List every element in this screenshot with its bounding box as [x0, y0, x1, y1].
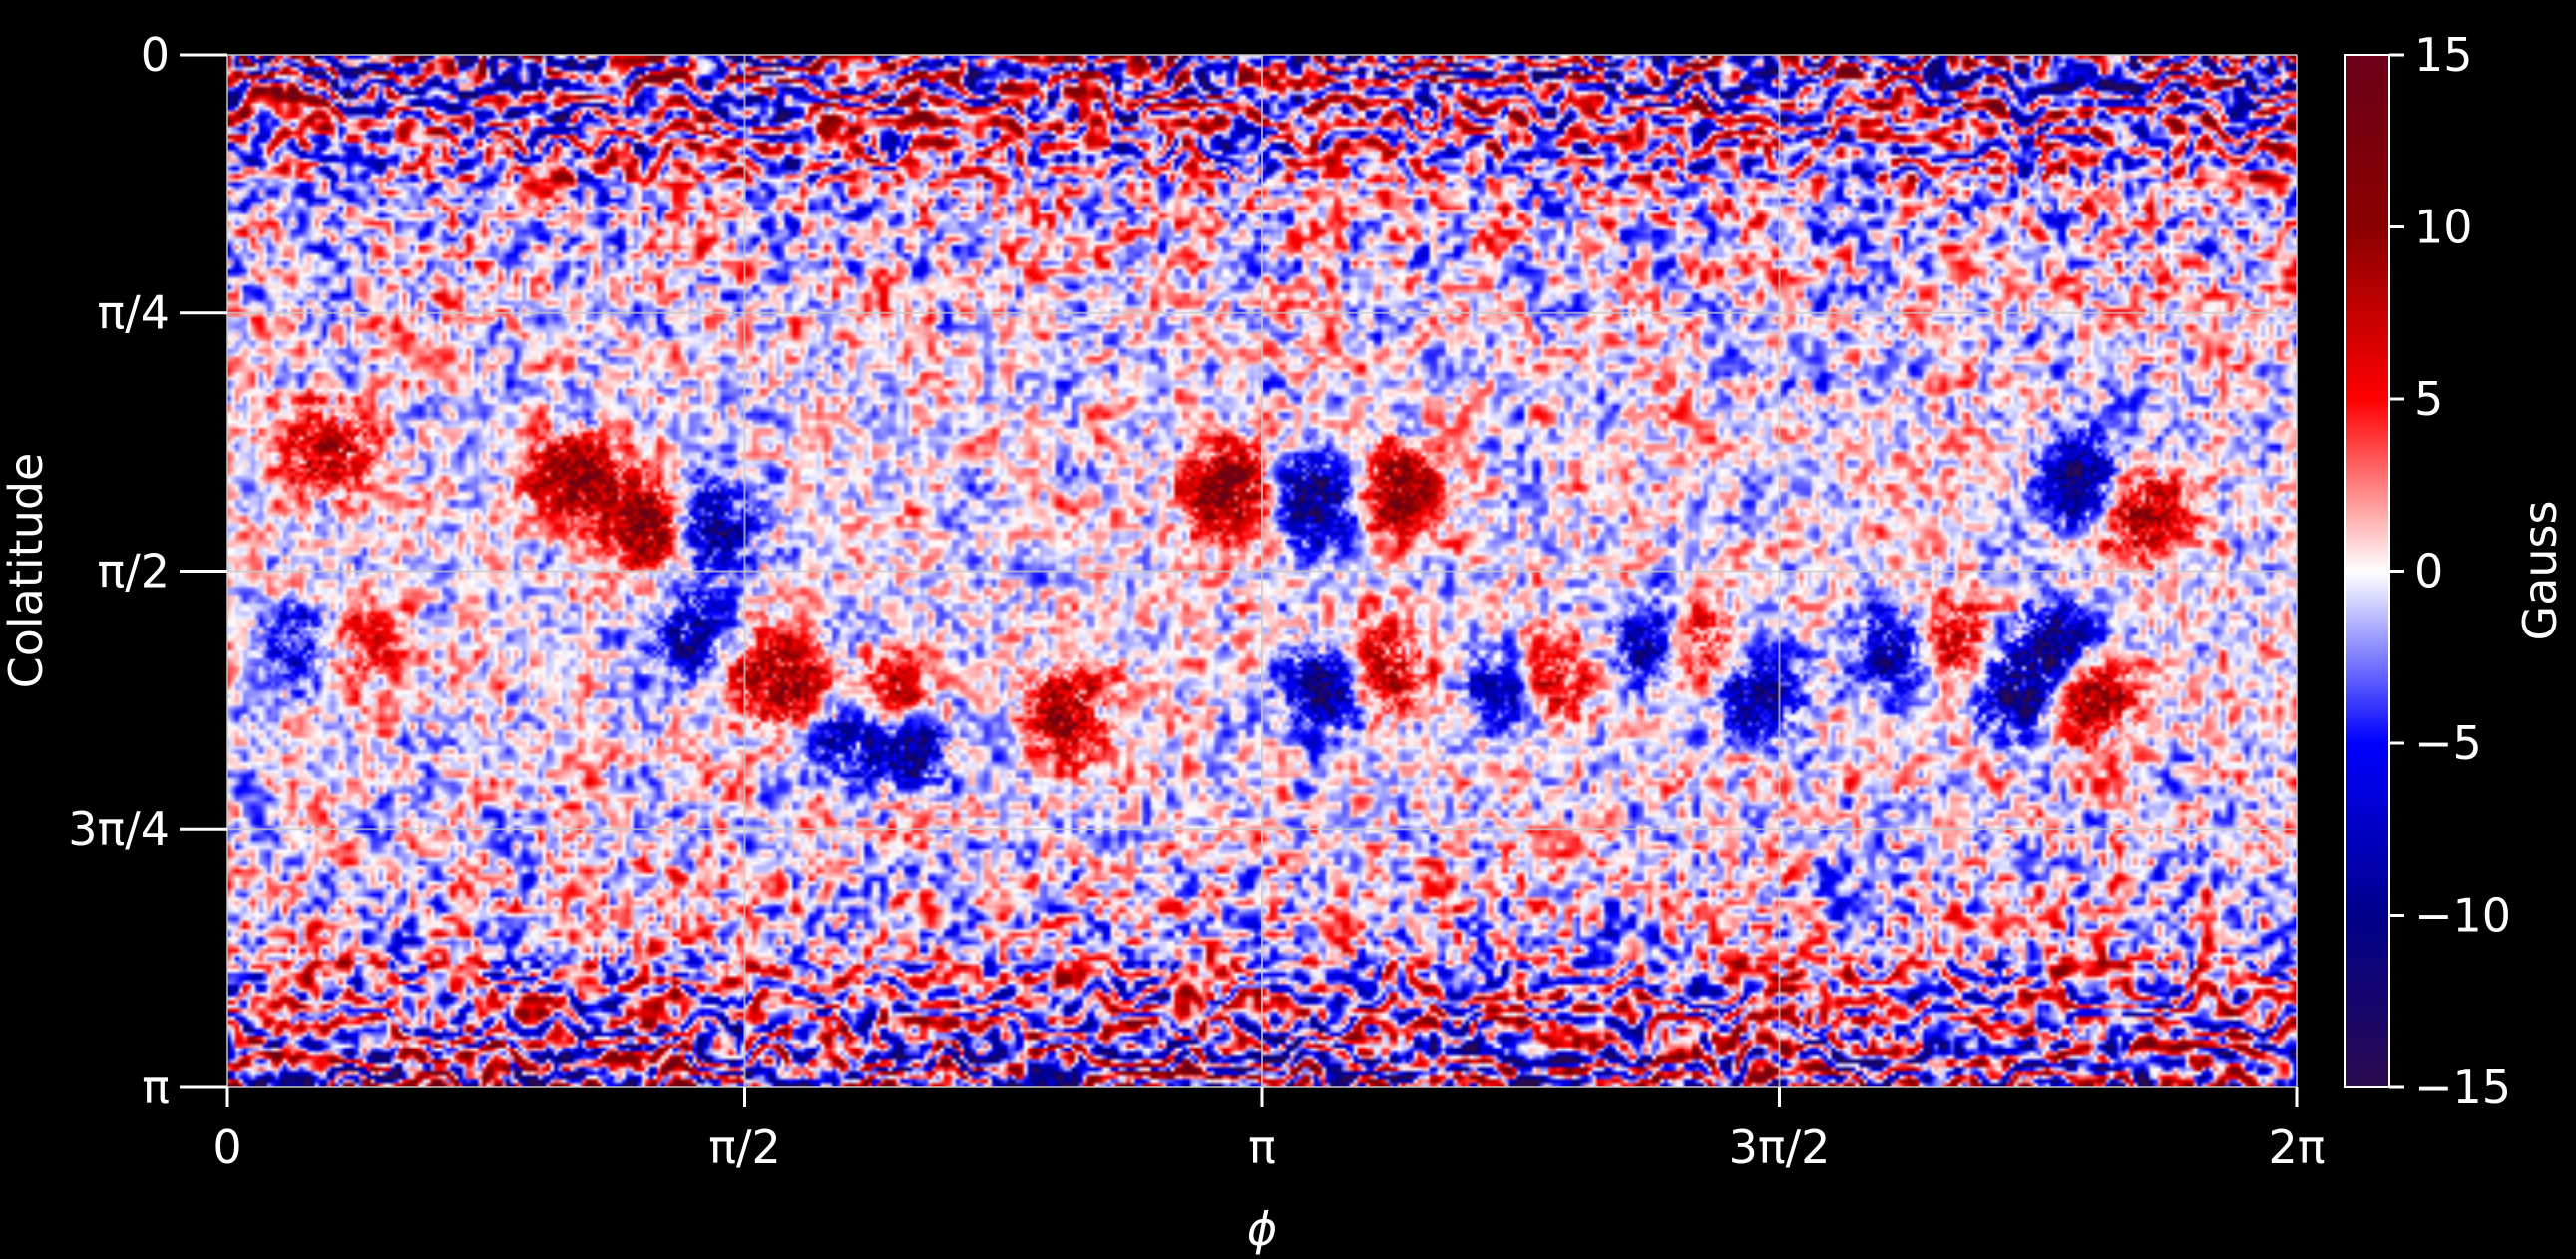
y-tick-label: 3π/4	[68, 802, 170, 856]
y-tick-label: π/2	[98, 544, 170, 598]
colorbar-label: Gauss	[2513, 501, 2567, 641]
colorbar-tick-label: −10	[2414, 889, 2511, 943]
x-axis-ticks: 0 π/2 π 3π/2 2π	[213, 1087, 2325, 1174]
colorbar-frame	[2344, 54, 2390, 1088]
y-axis-ticks: 0 π/4 π/2 3π/4 π	[68, 28, 227, 1114]
x-tick-label: 2π	[2269, 1120, 2326, 1174]
y-tick-label: 0	[141, 28, 170, 82]
colorbar-tick-label: 15	[2414, 28, 2473, 82]
colorbar-tick-label: 0	[2414, 545, 2443, 599]
colorbar-tick-label: −5	[2414, 716, 2482, 770]
x-tick-label: 3π/2	[1729, 1120, 1831, 1174]
colorbar-ticks: 15 10 5 0 −5 −10 −15	[2389, 28, 2511, 1114]
colorbar-tick-label: 5	[2414, 372, 2443, 426]
grid-lines	[226, 54, 2298, 1088]
x-tick-label: 0	[213, 1120, 241, 1174]
colorbar-tick-label: −15	[2414, 1060, 2511, 1114]
colorbar-gradient	[2345, 55, 2389, 1087]
x-axis-label: ϕ	[1247, 1202, 1277, 1256]
y-tick-label: π	[142, 1060, 170, 1114]
y-axis-label: Colatitude	[0, 453, 53, 689]
x-tick-label: π	[1248, 1120, 1276, 1174]
x-tick-label: π/2	[708, 1120, 780, 1174]
y-tick-label: π/4	[98, 286, 170, 340]
colorbar-tick-label: 10	[2414, 201, 2473, 254]
